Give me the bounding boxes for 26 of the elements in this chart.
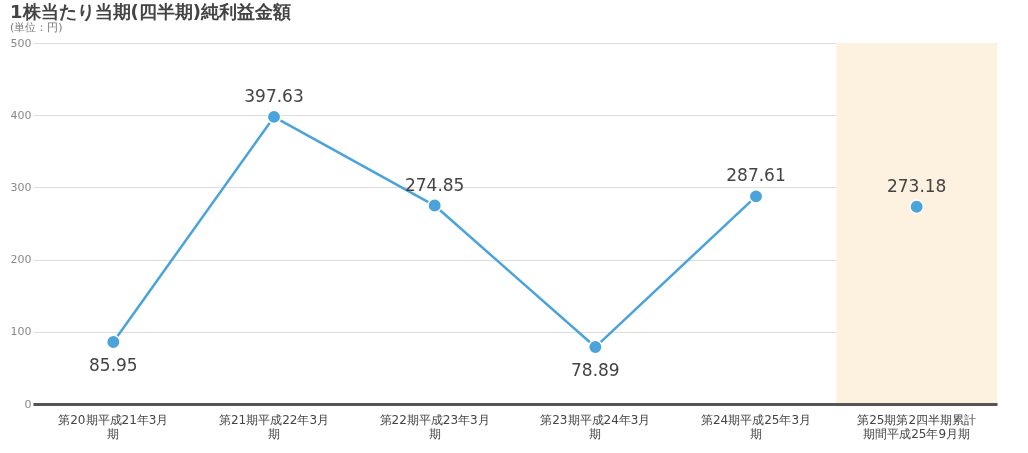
x-tick-label: 第21期平成22年3月期 bbox=[218, 412, 330, 441]
y-tick-label: 300 bbox=[10, 180, 32, 194]
text: (単位：円) bbox=[10, 21, 63, 34]
x-tick-label: 第20期平成21年3月期 bbox=[58, 412, 169, 441]
y-tick-label: 0 bbox=[24, 397, 32, 411]
data-label: 287.61 bbox=[726, 165, 786, 186]
point bbox=[587, 339, 603, 355]
data-label: 397.63 bbox=[244, 85, 304, 106]
x-tick-label: 第23期平成24年3月期 bbox=[540, 412, 651, 441]
data-label: 274.85 bbox=[404, 174, 465, 195]
point bbox=[427, 198, 443, 213]
x-tick-label: 第22期平成23年3月期 bbox=[379, 412, 490, 441]
data-label: 85.95 bbox=[89, 354, 138, 375]
point bbox=[266, 109, 282, 125]
y-tick-label: 500 bbox=[10, 36, 32, 50]
x-tick-label: 第25期第2四半期累計期間平成25年9月期 bbox=[857, 412, 977, 441]
point bbox=[748, 188, 764, 204]
x-tick-label: 第24期平成25年3月期 bbox=[700, 412, 812, 441]
point bbox=[105, 334, 121, 350]
data-label: 78.89 bbox=[571, 360, 620, 381]
point bbox=[909, 199, 925, 215]
y-tick-label: 100 bbox=[10, 325, 32, 339]
data-label: 273.18 bbox=[886, 175, 947, 196]
y-tick-label: 400 bbox=[10, 108, 32, 122]
chart-title: 1株当たり当期(四半期)純利益金額 bbox=[10, 1, 291, 22]
y-tick-label: 200 bbox=[10, 253, 32, 267]
